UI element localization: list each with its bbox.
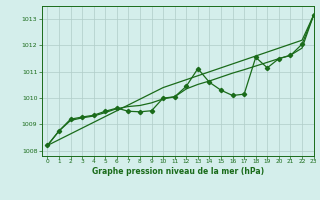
X-axis label: Graphe pression niveau de la mer (hPa): Graphe pression niveau de la mer (hPa) xyxy=(92,167,264,176)
